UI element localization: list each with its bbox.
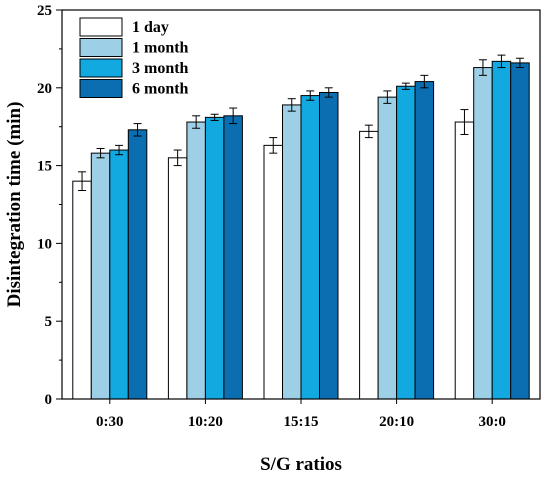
bar — [167, 157, 188, 400]
bar — [72, 180, 92, 400]
y-tick-label: 10 — [37, 236, 52, 252]
x-axis-title: S/G ratios — [260, 454, 342, 475]
bar — [359, 130, 379, 400]
legend-swatch — [79, 38, 123, 57]
y-tick-label: 5 — [45, 314, 53, 330]
bar — [90, 152, 111, 400]
legend-label: 6 month — [132, 81, 189, 98]
legend-swatch — [79, 79, 123, 98]
bar — [414, 81, 435, 400]
axes-group: 0:30 10:20 15:15 20:10 30:0 0 5 10 15 20 25 — [37, 3, 541, 430]
legend-label: 3 month — [132, 60, 189, 77]
y-tick-label: 15 — [37, 159, 52, 175]
x-tick-label: 15:15 — [284, 414, 319, 430]
bar — [300, 95, 320, 400]
bar — [377, 96, 398, 400]
bars-group — [72, 54, 530, 400]
x-tick-label: 0:30 — [96, 414, 124, 430]
bar — [473, 67, 493, 400]
bar — [510, 62, 530, 400]
y-tick-label: 20 — [37, 81, 52, 97]
bar — [319, 91, 339, 400]
bar — [109, 149, 129, 400]
bar — [491, 60, 512, 400]
bar — [454, 121, 475, 400]
bar — [204, 116, 225, 400]
bar — [223, 115, 243, 400]
y-axis-title: Disintegration time (min) — [4, 102, 25, 308]
x-tick-label: 10:20 — [188, 414, 223, 430]
legend-label: 1 day — [132, 19, 169, 36]
legend-swatch — [79, 58, 123, 78]
legend-swatch — [79, 17, 123, 37]
legend: 1 day 1 month 3 month 6 month — [79, 17, 189, 98]
bar — [127, 129, 148, 400]
bar — [282, 104, 302, 400]
bar — [263, 144, 283, 400]
x-tick-label: 30:0 — [478, 414, 506, 430]
bar — [396, 85, 416, 400]
legend-label: 1 month — [132, 40, 189, 57]
y-tick-label: 0 — [45, 392, 53, 408]
x-tick-label: 20:10 — [379, 414, 414, 430]
y-tick-label: 25 — [37, 3, 52, 19]
bar — [186, 121, 206, 400]
